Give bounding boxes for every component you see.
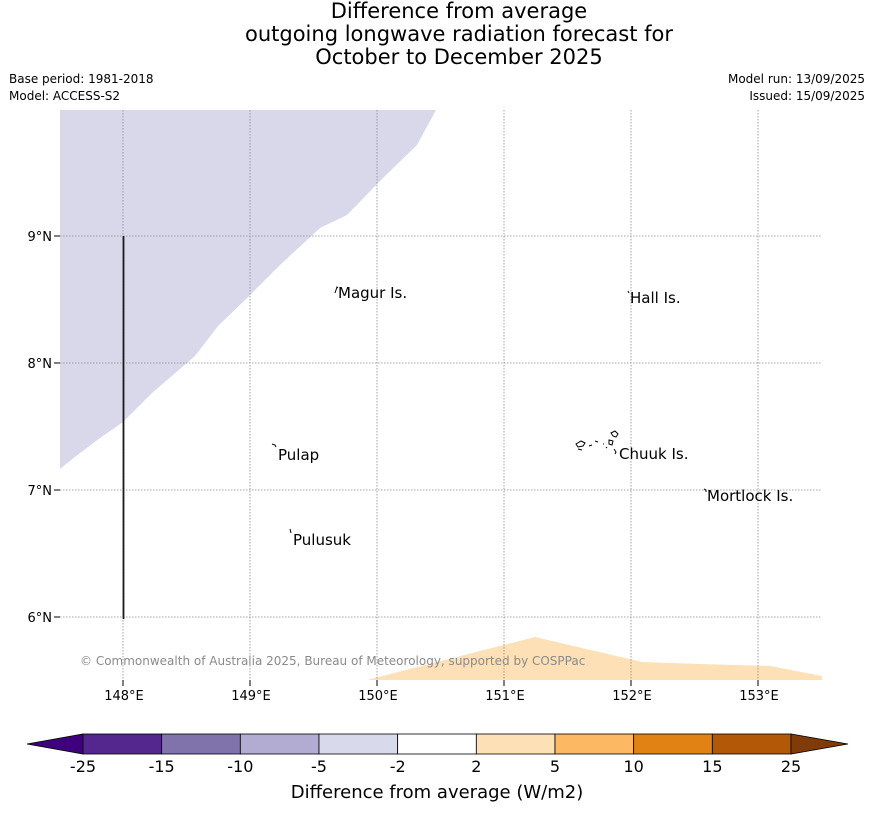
colorbar-tick-label: 15 — [702, 757, 722, 776]
chart-title: Difference from average outgoing longwav… — [0, 0, 873, 69]
colorbar-tick-labels: -25 -15 -10 -5 -2 2 5 10 15 25 — [70, 757, 801, 776]
lat-tick-labels: 9°N 8°N 7°N 6°N — [28, 230, 60, 626]
lon-tick-label-150: 150°E — [358, 689, 398, 704]
place-label-pulap: Pulap — [278, 446, 319, 464]
lat-tick-label-6: 6°N — [28, 611, 53, 626]
lat-tick-label-9: 9°N — [28, 230, 53, 245]
lon-tick-label-148: 148°E — [104, 689, 144, 704]
colorbar-tick-label: -10 — [227, 757, 253, 776]
lon-tick-label-152: 152°E — [612, 689, 652, 704]
place-label-chuuk: Chuuk Is. — [619, 445, 688, 463]
colorbar-segment — [475, 733, 556, 755]
lon-tick-label-149: 149°E — [231, 689, 271, 704]
colorbar-tick-label: -15 — [149, 757, 175, 776]
colorbar-tick-label: -2 — [390, 757, 406, 776]
colorbar-extend-high — [790, 733, 849, 755]
positive-anomaly-region — [367, 637, 822, 680]
colorbar-segment — [633, 733, 713, 755]
islands — [271, 286, 707, 534]
island-hall — [627, 290, 630, 294]
meta-right: Model run: 13/09/2025 Issued: 15/09/2025 — [728, 71, 865, 105]
lon-tick-label-153: 153°E — [739, 689, 779, 704]
island-mortlock — [703, 488, 707, 492]
colorbar-segment — [161, 733, 241, 755]
model-run-text: Model run: 13/09/2025 — [727, 72, 865, 86]
island-pulusuk — [289, 528, 292, 534]
colorbar-tick-label: 2 — [471, 757, 481, 776]
island-pulap — [271, 443, 277, 448]
negative-anomaly-region — [60, 110, 436, 469]
place-labels: Magur Is. Hall Is. Pulap Chuuk Is. Mortl… — [278, 284, 793, 549]
base-period-text: Base period: 1981-2018 — [9, 72, 154, 86]
colorbar-segment — [318, 733, 399, 755]
colorbar-segment — [82, 733, 163, 755]
title-line-2: outgoing longwave radiation forecast for — [244, 22, 674, 46]
colorbar-tick-label: 10 — [623, 757, 643, 776]
colorbar — [26, 733, 849, 755]
island-chuuk-lagoon — [575, 430, 619, 455]
colorbar-tick-label: -5 — [311, 757, 327, 776]
colorbar-segment — [397, 733, 477, 755]
graticule — [60, 110, 822, 680]
colorbar-segment — [554, 733, 635, 755]
issued-text: Issued: 15/09/2025 — [749, 89, 865, 103]
island-magur — [334, 286, 339, 294]
title-line-3: October to December 2025 — [315, 45, 603, 69]
place-label-mortlock: Mortlock Is. — [707, 487, 793, 505]
title-line-1: Difference from average — [330, 0, 588, 23]
lon-tick-label-151: 151°E — [485, 689, 525, 704]
colorbar-segment — [711, 733, 792, 755]
lat-tick-label-8: 8°N — [28, 357, 53, 372]
colorbar-title: Difference from average (W/m2) — [291, 782, 583, 803]
colorbar-tick-label: 25 — [781, 757, 801, 776]
colorbar-segment — [239, 733, 320, 755]
lon-tick-labels: 148°E 149°E 150°E 151°E 152°E 153°E — [104, 680, 779, 704]
copyright-text: © Commonwealth of Australia 2025, Bureau… — [80, 654, 585, 668]
meta-left: Base period: 1981-2018 Model: ACCESS-S2 — [9, 71, 154, 105]
colorbar-extend-low — [26, 733, 84, 755]
place-label-pulusuk: Pulusuk — [293, 531, 351, 549]
model-text: Model: ACCESS-S2 — [9, 89, 121, 103]
place-label-magur: Magur Is. — [338, 284, 407, 302]
colorbar-tick-label: -25 — [70, 757, 96, 776]
place-label-hall: Hall Is. — [630, 289, 681, 307]
colorbar-tick-label: 5 — [550, 757, 560, 776]
lat-tick-label-7: 7°N — [28, 484, 53, 499]
